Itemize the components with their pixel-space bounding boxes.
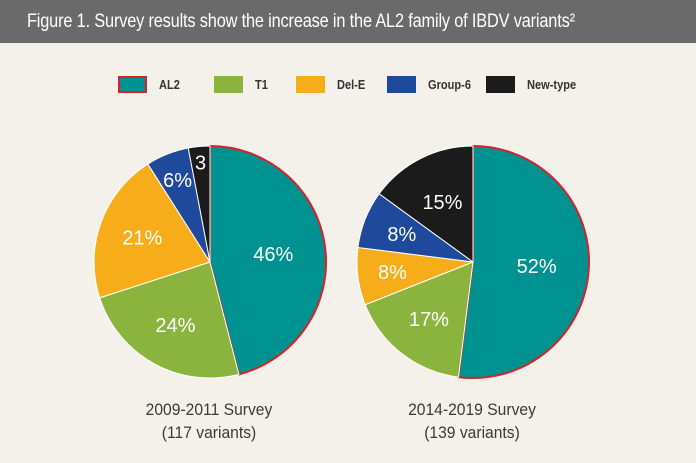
pie-slice-label: 8% <box>387 224 416 246</box>
pie-slice-label: 21% <box>122 228 162 250</box>
pie-slice-label: 15% <box>422 192 462 214</box>
caption-count: (139 variants) <box>424 423 520 442</box>
legend-item-group-6: Group-6 <box>387 76 479 93</box>
caption-title: 2009-2011 Survey <box>145 400 273 419</box>
caption-count: (117 variants) <box>161 423 257 442</box>
pie-slice-label: 46% <box>253 244 293 266</box>
pie-slice-label: 52% <box>517 256 557 278</box>
legend-item-t1: T1 <box>214 76 270 93</box>
legend-swatch-t1 <box>214 76 243 93</box>
legend-label-al2: AL2 <box>159 77 180 92</box>
legend-label-t1: T1 <box>255 77 268 92</box>
caption-title: 2014-2019 Survey <box>408 400 536 419</box>
legend: AL2 T1 Del-E Group-6 New-type <box>0 70 696 100</box>
legend-label-group-6: Group-6 <box>428 77 471 92</box>
pie-slice-new-type <box>187 145 211 263</box>
pie-slice-t1 <box>99 261 240 379</box>
legend-swatch-new-type <box>486 76 515 93</box>
pie-slice-label: 17% <box>409 309 449 331</box>
legend-swatch-al2 <box>118 76 147 93</box>
legend-label-del-e: Del-E <box>337 77 366 92</box>
caption-2014-2019: 2014-2019 Survey (139 variants) <box>342 398 602 444</box>
legend-item-del-e: Del-E <box>296 76 370 93</box>
pie-slice-label: 6% <box>163 170 192 192</box>
title-bar: Figure 1. Survey results show the increa… <box>0 0 696 43</box>
pie-slice-new-type <box>378 145 474 263</box>
pie-chart-2009-2011: 46% 24% 21% 6%3 <box>93 144 327 379</box>
chart-title: Figure 1. Survey results show the increa… <box>27 10 575 32</box>
pie-slice-t1 <box>364 261 474 378</box>
pie-slice-label: 3 <box>195 153 206 175</box>
pie-slice-label: 8% <box>378 262 407 284</box>
legend-item-al2: AL2 <box>118 76 184 93</box>
legend-swatch-group-6 <box>387 76 416 93</box>
pie-slice-outline-al2 <box>457 144 590 379</box>
legend-swatch-del-e <box>296 76 325 93</box>
pie-slice-del-e <box>93 163 211 299</box>
pie-slice-outline-al2 <box>209 144 327 376</box>
caption-2009-2011: 2009-2011 Survey (117 variants) <box>79 398 339 444</box>
legend-label-new-type: New-type <box>527 77 577 92</box>
pie-slice-label: 24% <box>155 315 195 337</box>
legend-item-new-type: New-type <box>486 76 585 93</box>
pie-chart-2014-2019: 52% 17% 8% 8% 15% <box>356 144 590 379</box>
